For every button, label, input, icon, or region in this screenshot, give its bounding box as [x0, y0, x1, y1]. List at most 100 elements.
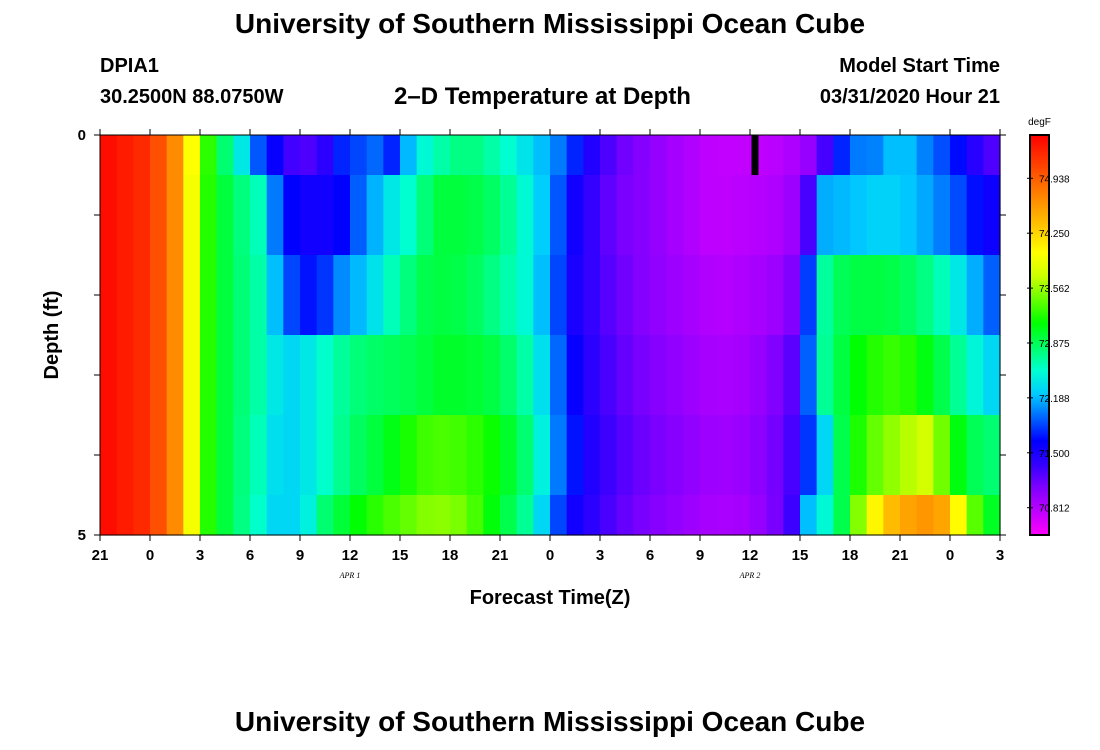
heatmap-cell [683, 335, 701, 416]
heatmap-cell [650, 335, 668, 416]
heatmap-cell [700, 335, 718, 416]
heatmap-cell [633, 495, 651, 536]
heatmap-cell [850, 495, 868, 536]
heatmap-cell [700, 135, 718, 176]
heatmap-cell [233, 335, 251, 416]
heatmap-cell [116, 335, 134, 416]
heatmap-cell [466, 255, 484, 336]
heatmap-cell [666, 415, 684, 496]
heatmap-cell [266, 255, 284, 336]
heatmap-cell [383, 175, 401, 256]
heatmap-cell [200, 175, 218, 256]
heatmap-cell [516, 335, 534, 416]
heatmap-cell [550, 175, 568, 256]
heatmap-cell [183, 495, 201, 536]
heatmap-cell [200, 335, 218, 416]
heatmap-cell [700, 255, 718, 336]
heatmap-cell [550, 415, 568, 496]
heatmap-cell [533, 135, 551, 176]
heatmap-cell [266, 335, 284, 416]
y-axis: 05 [78, 127, 1006, 544]
heatmap-cell [250, 415, 268, 496]
heatmap-cell [716, 255, 734, 336]
heatmap-cell [550, 335, 568, 416]
heatmap-cell [433, 495, 451, 536]
heatmap-cell [950, 175, 968, 256]
heatmap-cell [850, 175, 868, 256]
heatmap-cell [366, 135, 384, 176]
heatmap-cell [583, 135, 601, 176]
heatmap-cell [650, 175, 668, 256]
heatmap-cell [416, 335, 434, 416]
x-tick-label: 0 [546, 547, 554, 564]
x-tick-label: 9 [696, 547, 704, 564]
heatmap-cell [166, 335, 184, 416]
heatmap-cell [150, 255, 168, 336]
heatmap-cell [483, 415, 501, 496]
heatmap-cell [833, 495, 851, 536]
heatmap-cell [383, 135, 401, 176]
heatmap-cell [616, 495, 634, 536]
time-marker [751, 135, 759, 175]
heatmap-cell [100, 255, 118, 336]
heatmap-cell [250, 255, 268, 336]
colorbar-tick-label: 71.500 [1039, 449, 1070, 460]
heatmap-cell [350, 415, 368, 496]
colorbar-tick-label: 73.562 [1039, 284, 1070, 295]
heatmap-cell [600, 415, 618, 496]
heatmap-cell [250, 175, 268, 256]
heatmap-cell [233, 415, 251, 496]
heatmap-cell [516, 135, 534, 176]
heatmap-cell [600, 495, 618, 536]
heatmap-cell [316, 335, 334, 416]
heatmap-cell [633, 335, 651, 416]
heatmap-cell [283, 335, 301, 416]
heatmap-cell [583, 255, 601, 336]
x-tick-label: 18 [442, 547, 459, 564]
y-tick-label: 0 [78, 127, 86, 144]
heatmap-cell [983, 135, 1001, 176]
heatmap-cell [966, 495, 984, 536]
heatmap-cell [766, 335, 784, 416]
heatmap-cell [433, 255, 451, 336]
footer-title: University of Southern Mississippi Ocean… [234, 706, 866, 737]
heatmap-cell [433, 175, 451, 256]
heatmap-cell [166, 415, 184, 496]
colorbar-unit: degF [1028, 117, 1051, 128]
heatmap-cell [416, 415, 434, 496]
heatmap-cell [150, 135, 168, 176]
heatmap-cell [966, 255, 984, 336]
heatmap-cell [500, 495, 518, 536]
heatmap-cell [666, 335, 684, 416]
heatmap-cell [816, 255, 834, 336]
heatmap-cell [383, 495, 401, 536]
heatmap-cell [366, 175, 384, 256]
x-tick-label: 0 [946, 547, 954, 564]
x-tick-label: 15 [392, 547, 409, 564]
heatmap-cell [933, 335, 951, 416]
heatmap-cell [750, 495, 768, 536]
heatmap-cell [700, 175, 718, 256]
heatmap-cell [883, 175, 901, 256]
colorbar-tick-label: 72.875 [1039, 339, 1070, 350]
heatmap-cell [266, 415, 284, 496]
heatmap-cell [750, 335, 768, 416]
heatmap-cell [300, 495, 318, 536]
heatmap-cell [650, 495, 668, 536]
heatmap-cell [600, 135, 618, 176]
x-tick-label: 0 [146, 547, 154, 564]
heatmap-cell [333, 135, 351, 176]
heatmap-cell [666, 255, 684, 336]
x-tick-label: 21 [492, 547, 509, 564]
heatmap-cell [783, 335, 801, 416]
heatmap-cell [566, 255, 584, 336]
heatmap-cell [716, 335, 734, 416]
heatmap-cell [200, 135, 218, 176]
heatmap-cell [300, 135, 318, 176]
heatmap-cell [950, 415, 968, 496]
heatmap-cell [516, 415, 534, 496]
heatmap-cell [833, 335, 851, 416]
x-date-label: APR 1 [339, 571, 361, 580]
heatmap-cell [900, 495, 918, 536]
heatmap-cell [400, 495, 418, 536]
